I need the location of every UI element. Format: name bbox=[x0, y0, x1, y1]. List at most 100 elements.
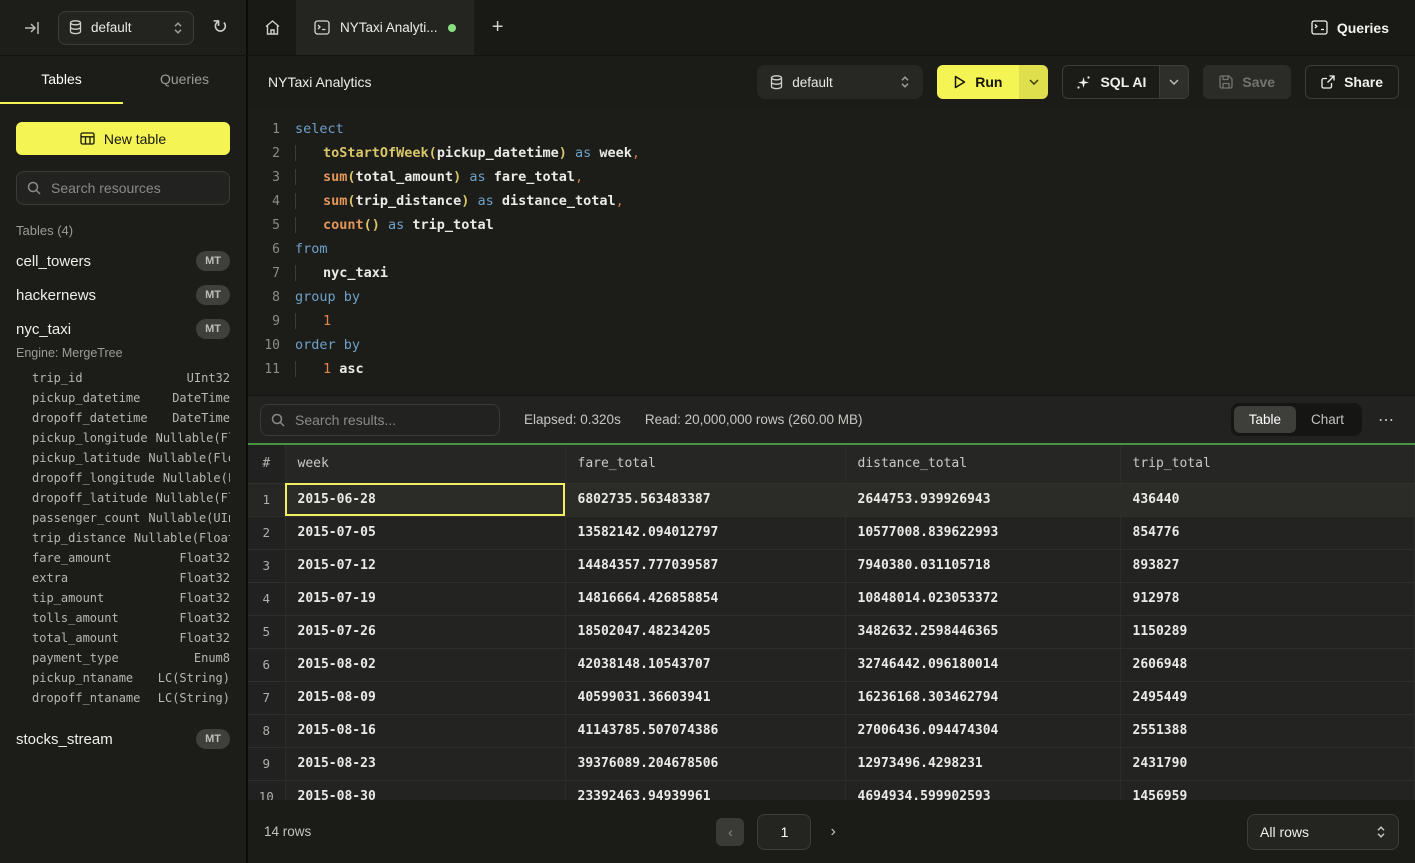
cell[interactable]: 2015-06-28 bbox=[285, 483, 566, 517]
cell[interactable]: 1150289 bbox=[1120, 615, 1415, 649]
table-item-stocks-stream[interactable]: stocks_stream MT bbox=[0, 722, 246, 756]
column-row[interactable]: dropoff_longitude Nullable(F bbox=[0, 468, 246, 488]
new-table-button[interactable]: New table bbox=[16, 122, 230, 155]
cell[interactable]: 10577008.839622993 bbox=[845, 516, 1121, 550]
cell[interactable]: 436440 bbox=[1120, 483, 1415, 517]
queries-button[interactable]: Queries bbox=[1285, 0, 1415, 55]
table-item-cell-towers[interactable]: cell_towers MT bbox=[0, 244, 246, 278]
column-row[interactable]: total_amount Float32 bbox=[0, 628, 246, 648]
row-number[interactable]: 2 bbox=[248, 516, 286, 550]
current-page[interactable]: 1 bbox=[757, 813, 812, 850]
topbar-database-selector[interactable]: default bbox=[58, 10, 195, 45]
cell[interactable]: 7940380.031105718 bbox=[845, 549, 1121, 583]
cell[interactable]: 854776 bbox=[1120, 516, 1415, 550]
cell[interactable]: 14816664.426858854 bbox=[565, 582, 846, 616]
row-number[interactable]: 6 bbox=[248, 648, 286, 682]
refresh-icon[interactable]: ↻ bbox=[212, 17, 228, 38]
cell[interactable]: 2431790 bbox=[1120, 747, 1415, 781]
table-item-hackernews[interactable]: hackernews MT bbox=[0, 278, 246, 312]
cell[interactable]: 27006436.094474304 bbox=[845, 714, 1121, 748]
cell[interactable]: 18502047.48234205 bbox=[565, 615, 846, 649]
sidebar-tab-tables[interactable]: Tables bbox=[0, 56, 123, 104]
cell[interactable]: 2015-08-16 bbox=[285, 714, 566, 748]
run-button[interactable]: Run bbox=[937, 65, 1020, 99]
code-line[interactable]: 3 sum(total_amount) as fare_total, bbox=[248, 165, 1415, 189]
code-line[interactable]: 5 count() as trip_total bbox=[248, 213, 1415, 237]
cell[interactable]: 912978 bbox=[1120, 582, 1415, 616]
home-button[interactable] bbox=[248, 0, 296, 55]
cell[interactable]: 2015-07-05 bbox=[285, 516, 566, 550]
next-page-button[interactable]: › bbox=[824, 822, 841, 842]
cell[interactable]: 12973496.4298231 bbox=[845, 747, 1121, 781]
more-options-icon[interactable]: ⋯ bbox=[1378, 411, 1395, 429]
view-tab-table[interactable]: Table bbox=[1233, 406, 1296, 433]
column-row[interactable]: dropoff_ntaname LC(String) bbox=[0, 688, 246, 708]
cell[interactable]: 2551388 bbox=[1120, 714, 1415, 748]
column-row[interactable]: pickup_datetime DateTime bbox=[0, 388, 246, 408]
cell[interactable]: 2015-07-26 bbox=[285, 615, 566, 649]
sql-ai-button[interactable]: SQL AI bbox=[1063, 66, 1159, 98]
code-line[interactable]: 6 from bbox=[248, 237, 1415, 261]
sql-ai-caret[interactable] bbox=[1159, 66, 1189, 98]
header-trip-total[interactable]: trip_total bbox=[1120, 445, 1415, 484]
column-row[interactable]: trip_distance Nullable(Float bbox=[0, 528, 246, 548]
header-week[interactable]: week bbox=[285, 445, 566, 484]
column-row[interactable]: dropoff_datetime DateTime bbox=[0, 408, 246, 428]
column-row[interactable]: passenger_count Nullable(UIn bbox=[0, 508, 246, 528]
cell[interactable]: 6802735.563483387 bbox=[565, 483, 846, 517]
header-distance-total[interactable]: distance_total bbox=[845, 445, 1121, 484]
cell[interactable]: 2606948 bbox=[1120, 648, 1415, 682]
column-row[interactable]: extra Float32 bbox=[0, 568, 246, 588]
cell[interactable]: 893827 bbox=[1120, 549, 1415, 583]
row-number[interactable]: 5 bbox=[248, 615, 286, 649]
run-options-caret[interactable] bbox=[1019, 65, 1049, 99]
column-row[interactable]: trip_id UInt32 bbox=[0, 368, 246, 388]
collapse-sidebar-icon[interactable] bbox=[20, 16, 44, 40]
cell[interactable]: 2495449 bbox=[1120, 681, 1415, 715]
cell[interactable]: 40599031.36603941 bbox=[565, 681, 846, 715]
code-line[interactable]: 8 group by bbox=[248, 285, 1415, 309]
previous-page-button[interactable]: ‹ bbox=[716, 817, 745, 846]
column-row[interactable]: pickup_longitude Nullable(Fl bbox=[0, 428, 246, 448]
row-number[interactable]: 3 bbox=[248, 549, 286, 583]
cell[interactable]: 13582142.094012797 bbox=[565, 516, 846, 550]
cell[interactable]: 16236168.303462794 bbox=[845, 681, 1121, 715]
column-row[interactable]: tolls_amount Float32 bbox=[0, 608, 246, 628]
code-line[interactable]: 2 toStartOfWeek(pickup_datetime) as week, bbox=[248, 141, 1415, 165]
cell[interactable]: 39376089.204678506 bbox=[565, 747, 846, 781]
code-line[interactable]: 4 sum(trip_distance) as distance_total, bbox=[248, 189, 1415, 213]
header-fare-total[interactable]: fare_total bbox=[565, 445, 846, 484]
sidebar-search-input[interactable] bbox=[49, 179, 219, 197]
row-number[interactable]: 1 bbox=[248, 483, 286, 517]
cell[interactable]: 2015-08-02 bbox=[285, 648, 566, 682]
column-row[interactable]: pickup_latitude Nullable(Flo bbox=[0, 448, 246, 468]
code-line[interactable]: 1 select bbox=[248, 117, 1415, 141]
column-row[interactable]: payment_type Enum8 bbox=[0, 648, 246, 668]
cell[interactable]: 3482632.2598446365 bbox=[845, 615, 1121, 649]
cell[interactable]: 2644753.939926943 bbox=[845, 483, 1121, 517]
row-number[interactable]: 10 bbox=[248, 780, 286, 800]
share-button[interactable]: Share bbox=[1305, 65, 1399, 99]
cell[interactable]: 14484357.777039587 bbox=[565, 549, 846, 583]
cell[interactable]: 10848014.023053372 bbox=[845, 582, 1121, 616]
cell[interactable]: 2015-07-19 bbox=[285, 582, 566, 616]
cell[interactable]: 4694934.599902593 bbox=[845, 780, 1121, 800]
query-database-selector[interactable]: default bbox=[757, 65, 924, 99]
sidebar-tab-queries[interactable]: Queries bbox=[159, 71, 210, 87]
save-button[interactable]: Save bbox=[1203, 65, 1292, 99]
cell[interactable]: 2015-08-30 bbox=[285, 780, 566, 800]
new-tab-button[interactable]: + bbox=[491, 16, 504, 38]
column-row[interactable]: tip_amount Float32 bbox=[0, 588, 246, 608]
page-size-selector[interactable]: All rows bbox=[1247, 813, 1399, 850]
code-line[interactable]: 7 nyc_taxi bbox=[248, 261, 1415, 285]
cell[interactable]: 42038148.10543707 bbox=[565, 648, 846, 682]
code-line[interactable]: 11 1 asc bbox=[248, 357, 1415, 381]
view-tab-chart[interactable]: Chart bbox=[1310, 412, 1344, 427]
cell[interactable]: 2015-08-23 bbox=[285, 747, 566, 781]
cell[interactable]: 32746442.096180014 bbox=[845, 648, 1121, 682]
row-number[interactable]: 7 bbox=[248, 681, 286, 715]
cell[interactable]: 23392463.94939961 bbox=[565, 780, 846, 800]
sql-editor[interactable]: 1 select 2 toStartOfWeek(pickup_datetime) a… bbox=[248, 108, 1415, 395]
cell[interactable]: 2015-08-09 bbox=[285, 681, 566, 715]
